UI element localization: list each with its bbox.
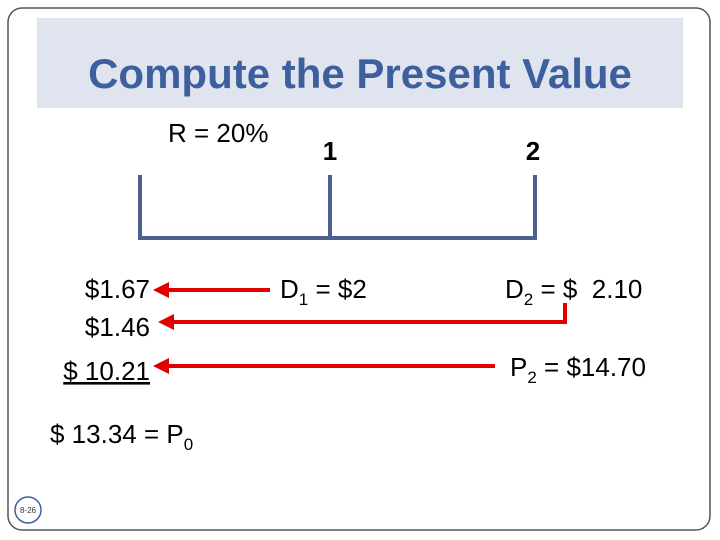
subscript: 1 [299,290,308,309]
timeline [138,175,537,240]
dividend-1: D1 = $2 [280,274,367,309]
slide-frame [7,7,711,531]
present-value: $ 10.21 [63,356,150,386]
symbol: D [505,274,524,304]
title-box [37,18,683,108]
amount: = $2 [308,274,367,304]
amount: = $14.70 [537,352,646,382]
timeline-axis [138,175,537,240]
total-text: $ 13.34 = P [50,419,184,449]
arrow [158,303,567,330]
subscript: 2 [524,290,533,309]
present-value: $1.46 [85,312,150,342]
dividend-2: D2 = $ 2.10 [505,274,642,309]
symbol: P [510,352,527,382]
page-badge [14,496,42,524]
period-label: 1 [323,136,337,166]
present-value: $1.67 [85,274,150,304]
subscript: 2 [527,368,536,387]
title: Compute the Present Value [88,50,632,97]
symbol: D [280,274,299,304]
page-number: 8-26 [20,506,37,515]
rate: R = 20% [168,118,268,148]
subscript: 0 [184,435,193,454]
price-2: P2 = $14.70 [510,352,646,387]
total: $ 13.34 = P0 [50,419,193,454]
arrows [153,282,567,374]
period-label: 2 [526,136,540,166]
amount: = $ 2.10 [533,274,642,304]
